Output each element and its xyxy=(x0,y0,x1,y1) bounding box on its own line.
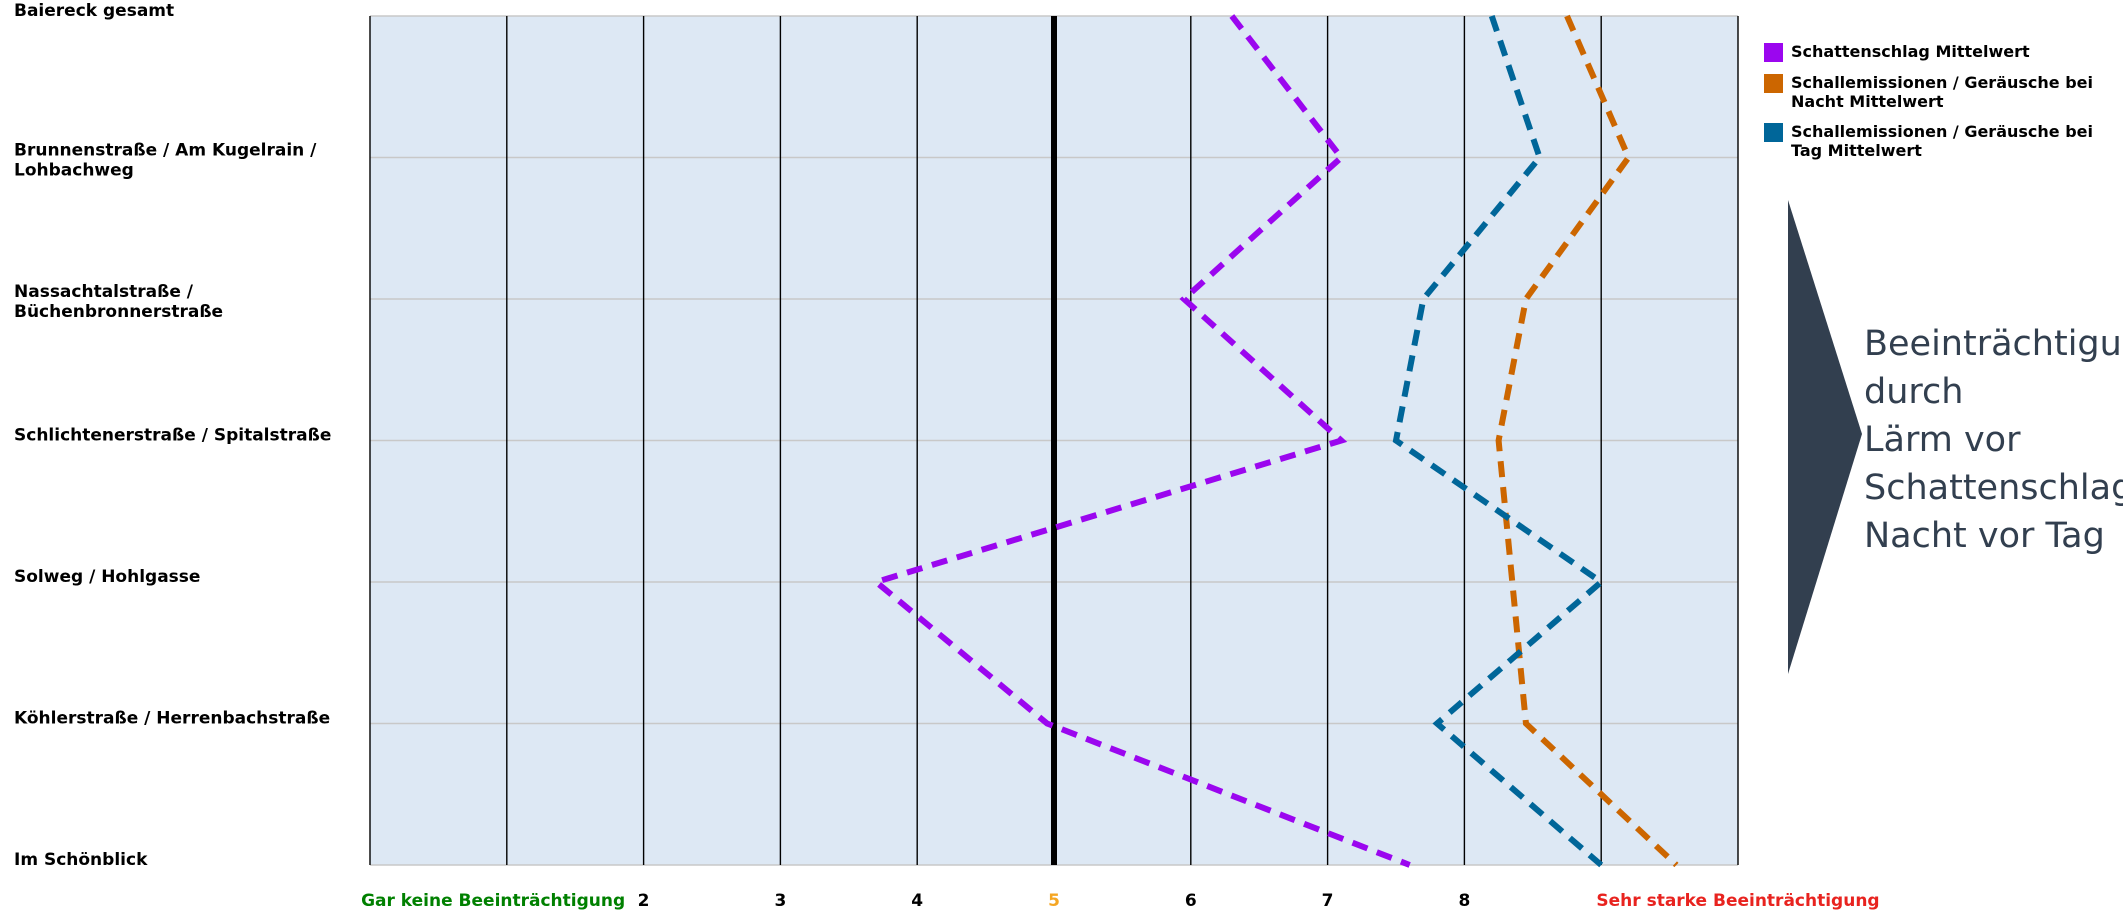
vertical-gridlines xyxy=(369,16,1739,865)
series-line-3 xyxy=(1392,15,1607,868)
callout-text: Beeinträchtigung durch Lärm vor Schatten… xyxy=(1864,324,2123,556)
legend-label: Schallemissionen / Geräusche bei Nacht M… xyxy=(1791,73,2093,111)
x-tick-label: 8 xyxy=(1458,891,1470,911)
x-tick-label: Sehr starke Beeinträchtigung xyxy=(1596,891,1879,911)
category-label: Nassachtalstraße / Büchenbronnerstraße xyxy=(14,282,223,322)
series-lines xyxy=(869,14,1679,868)
category-label: Solweg / Hohlgasse xyxy=(14,567,200,587)
category-label: Köhlerstraße / Herrenbachstraße xyxy=(14,709,330,729)
x-tick-label: 7 xyxy=(1322,891,1334,911)
legend-item: Schallemissionen / Geräusche bei Tag Mit… xyxy=(1764,122,2123,160)
x-tick-labels: Gar keine Beeinträchtigung 2 3 4 5 6 7 8 Sehr st… xyxy=(361,891,1880,911)
x-tick-label: 3 xyxy=(774,891,786,911)
legend-swatch xyxy=(1764,74,1783,93)
category-label: Brunnenstraße / Am Kugelrain / Lohbachweg xyxy=(14,141,317,181)
legend: Schattenschlag Mittelwert Schallemissione… xyxy=(1764,42,2123,171)
legend-swatch xyxy=(1764,43,1783,62)
legend-label: Schallemissionen / Geräusche bei Tag Mit… xyxy=(1791,122,2093,160)
x-tick-label: 2 xyxy=(638,891,650,911)
series-line-2 xyxy=(1495,14,1679,868)
category-labels: Baiereck gesamt Brunnenstraße / Am Kugelr… xyxy=(14,1,331,870)
category-label: Schlichtenerstraße / Spitalstraße xyxy=(14,426,331,446)
x-tick-label: 4 xyxy=(911,891,923,911)
x-tick-label: Gar keine Beeinträchtigung xyxy=(361,891,625,911)
series-line-1 xyxy=(869,14,1411,868)
legend-item: Schallemissionen / Geräusche bei Nacht M… xyxy=(1764,73,2123,111)
legend-label: Schattenschlag Mittelwert xyxy=(1791,42,2030,61)
x-tick-label: 5 xyxy=(1048,891,1060,911)
legend-item: Schattenschlag Mittelwert xyxy=(1764,42,2123,62)
x-tick-label: 6 xyxy=(1185,891,1197,911)
category-label: Im Schönblick xyxy=(14,850,148,870)
legend-swatch xyxy=(1764,123,1783,142)
category-label: Baiereck gesamt xyxy=(14,1,174,21)
callout-arrow-icon xyxy=(1788,200,1862,674)
